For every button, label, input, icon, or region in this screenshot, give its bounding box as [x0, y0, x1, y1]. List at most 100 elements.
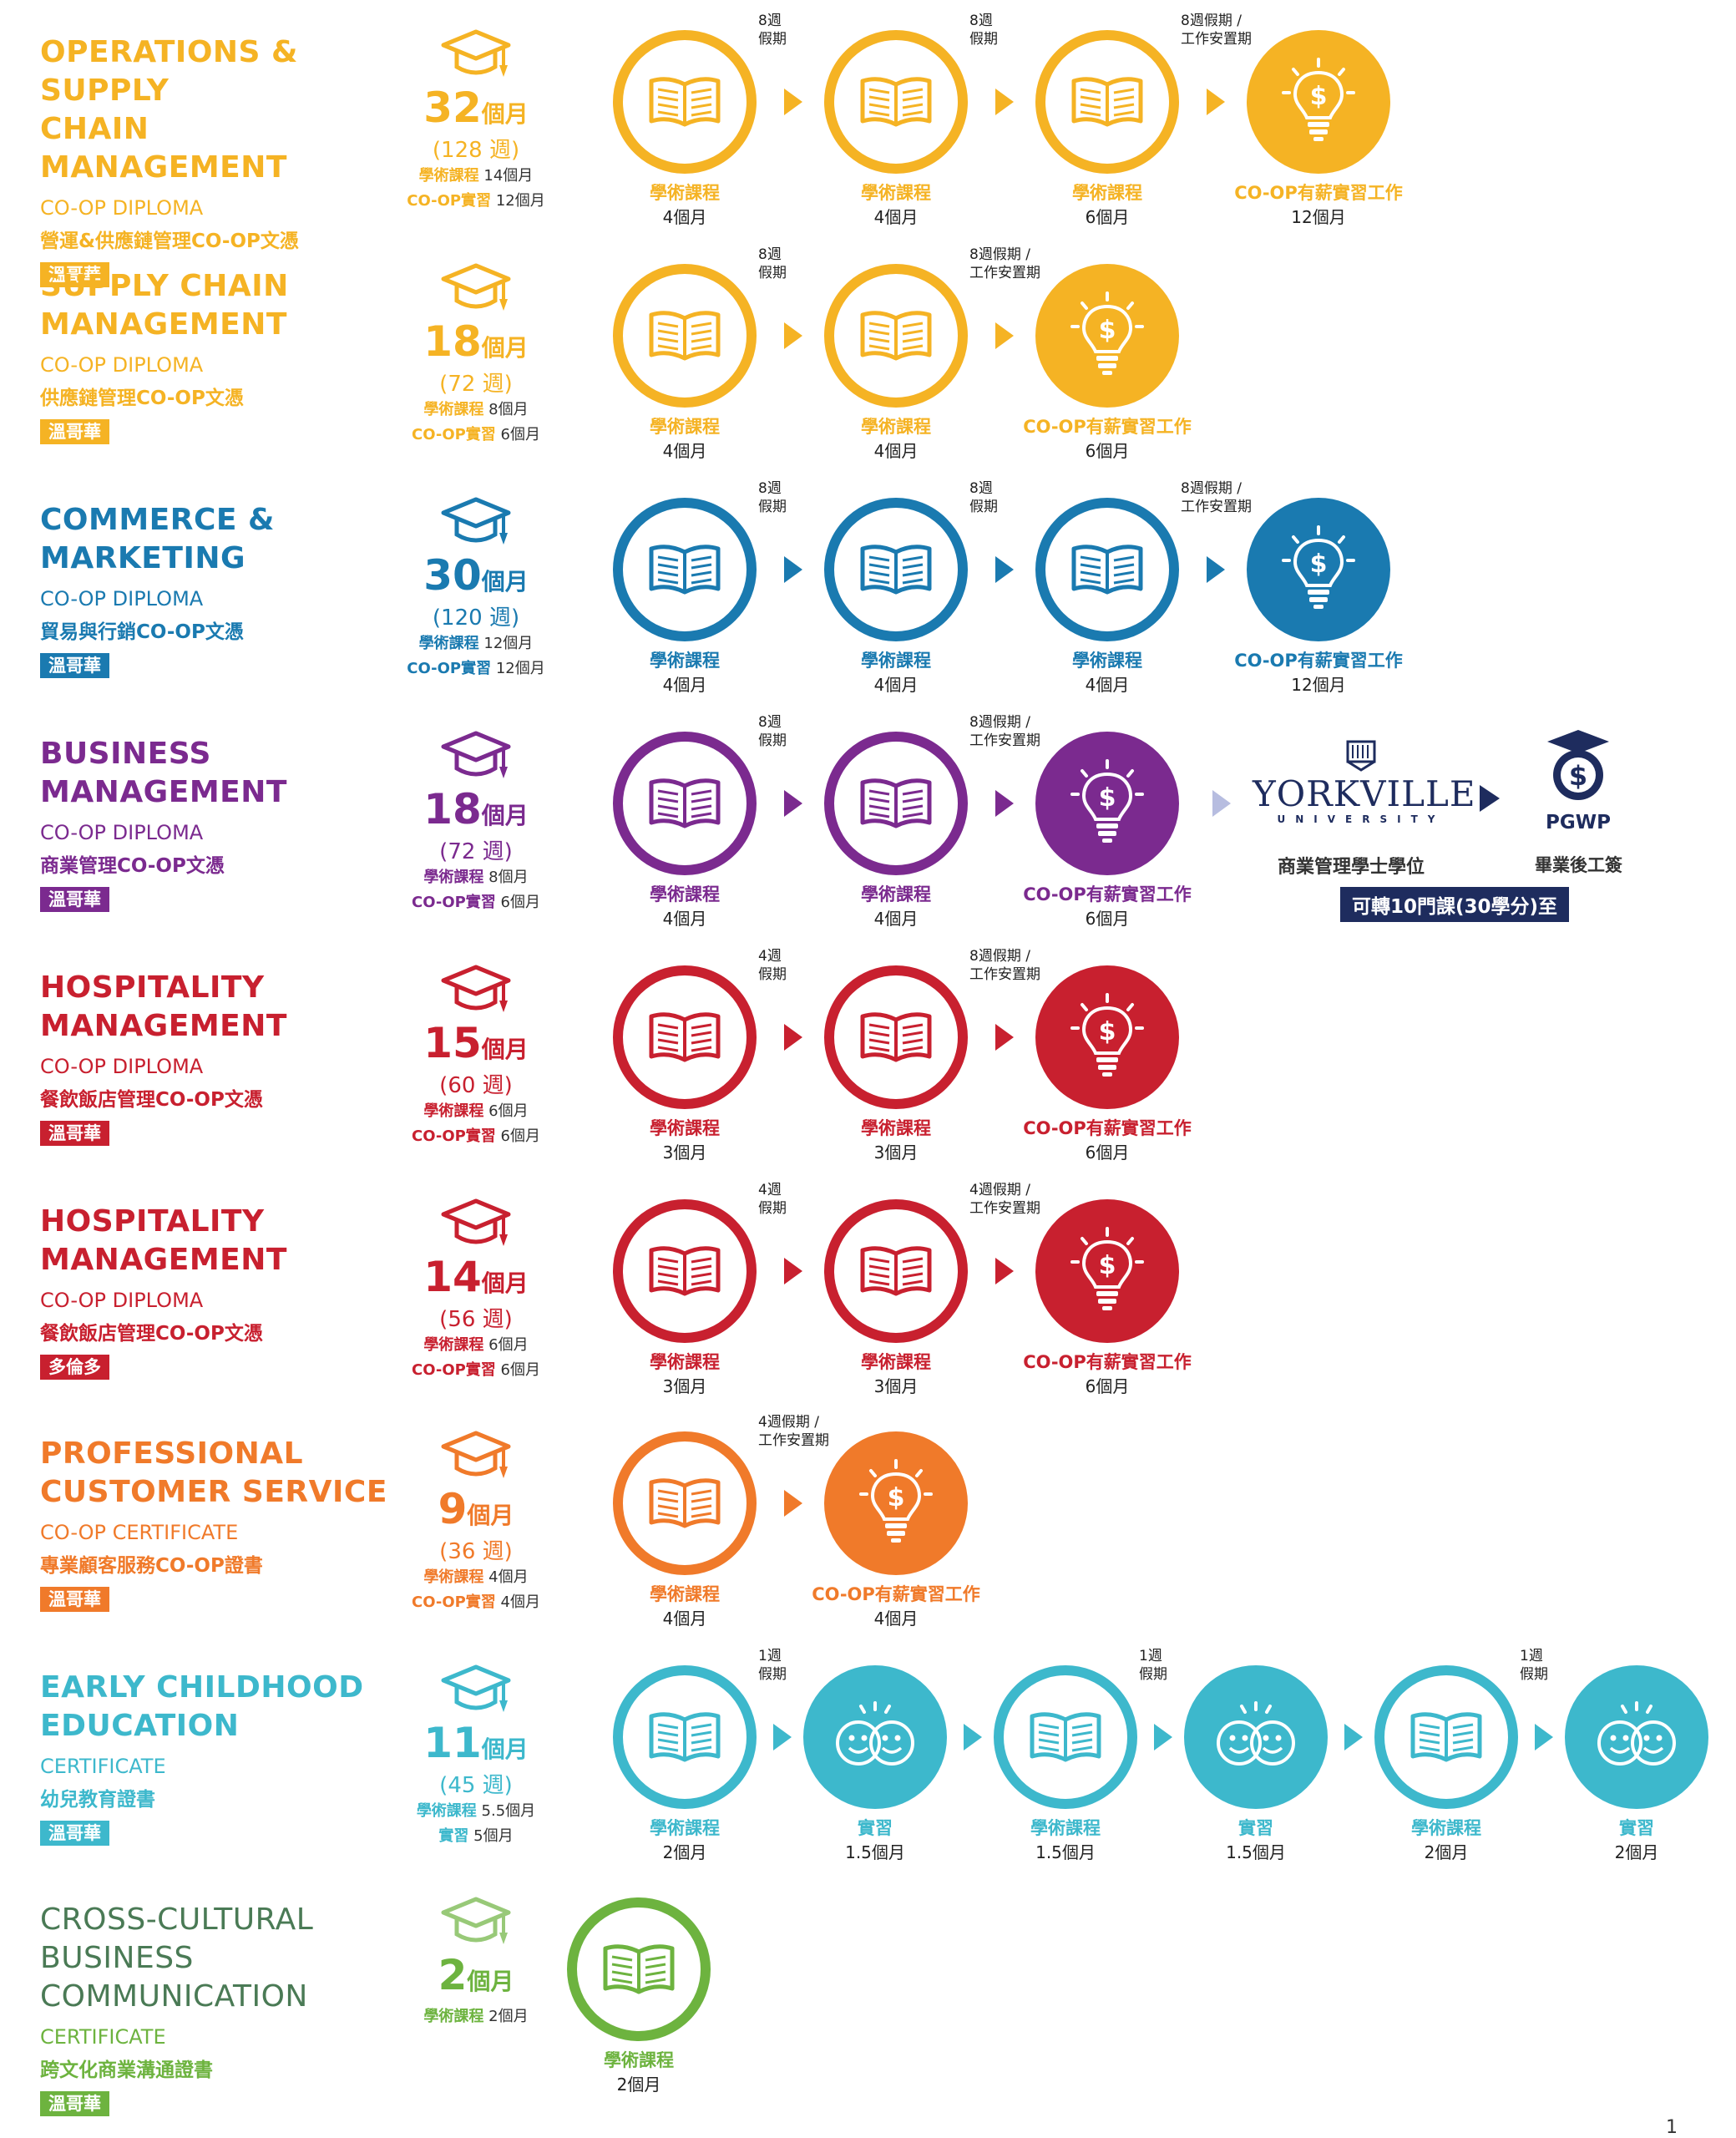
- timeline-step: 學術課程 6個月: [1015, 30, 1199, 229]
- program-duration: 18個月 (72 週) 學術課程 8個月 CO-OP實習 6個月: [372, 728, 580, 915]
- timeline-step: 實習 1.5個月: [1164, 1665, 1348, 1864]
- program-duration: 18個月 (72 週) 學術課程 8個月 CO-OP實習 6個月: [372, 261, 580, 448]
- duration-weeks: (45 週): [439, 1773, 513, 1798]
- program-row: BUSINESS MANAGEMENT CO-OP DIPLOMA 商業管理CO…: [0, 714, 1736, 954]
- book-icon: [860, 311, 932, 361]
- program-row: OPERATIONS & SUPPLY CHAIN MANAGEMENT CO-…: [0, 13, 1736, 287]
- program-type: CO-OP DIPLOMA: [40, 353, 204, 377]
- yorkville-degree: 商業管理學士學位: [1278, 857, 1425, 878]
- duration-unit: 個月: [467, 1502, 514, 1529]
- academic-months: 2個月: [488, 2008, 529, 2025]
- duration-unit: 個月: [481, 802, 529, 829]
- coop-circle: $: [1035, 264, 1179, 408]
- graduation-cap-icon: [441, 29, 511, 77]
- step-label: 學術課程: [861, 1118, 931, 1138]
- program-name: PROFESSIONAL CUSTOMER SERVICE: [40, 1436, 387, 1509]
- step-duration: 4個月: [662, 207, 707, 227]
- academic-circle: [613, 1199, 757, 1343]
- children-faces-icon: [1217, 1701, 1295, 1766]
- step-label: 學術課程: [861, 1352, 931, 1372]
- program-info: HOSPITALITY MANAGEMENT CO-OP DIPLOMA 餐飲飯…: [40, 1203, 391, 1380]
- step-duration: 2個月: [616, 2075, 661, 2095]
- timeline-step: 學術課程 3個月: [593, 1199, 777, 1398]
- program-chinese-name: 供應鏈管理CO-OP文憑: [40, 388, 244, 409]
- step-duration: 12個月: [1291, 675, 1346, 695]
- academic-circle: [613, 264, 757, 408]
- coop-label: CO-OP實習: [412, 426, 496, 443]
- step-label: 學術課程: [650, 651, 720, 671]
- program-name: BUSINESS MANAGEMENT: [40, 737, 287, 809]
- campus-badge: 溫哥華: [40, 262, 109, 287]
- timeline-step: 實習 2個月: [1545, 1665, 1728, 1864]
- duration-number: 18: [423, 785, 482, 833]
- arrow-icon: [1206, 556, 1225, 583]
- book-icon: [649, 1478, 721, 1528]
- step-duration: 6個月: [1085, 1376, 1130, 1396]
- coop-split: CO-OP實習 12個月: [372, 656, 580, 681]
- duration-unit: 個月: [481, 334, 529, 362]
- book-icon: [860, 77, 932, 127]
- break-note: 8週 假期: [758, 13, 787, 48]
- program-chinese-name: 商業管理CO-OP文憑: [40, 855, 225, 877]
- program-duration: 14個月 (56 週) 學術課程 6個月 CO-OP實習 6個月: [372, 1196, 580, 1383]
- timeline-step: 學術課程 3個月: [593, 965, 777, 1164]
- step-duration: 3個月: [873, 1376, 919, 1396]
- program-info: SUPPLY CHAIN MANAGEMENT CO-OP DIPLOMA 供應…: [40, 267, 391, 444]
- coop-label: CO-OP實習: [412, 1127, 496, 1145]
- step-duration: 1.5個月: [1035, 1842, 1096, 1862]
- coop-months: 4個月: [500, 1593, 540, 1611]
- academic-circle: [824, 732, 968, 875]
- arrow-icon: [995, 89, 1014, 115]
- academic-split: 學術課程 6個月: [372, 1099, 580, 1124]
- step-duration: 1.5個月: [1226, 1842, 1286, 1862]
- step-label: 學術課程: [1072, 651, 1142, 671]
- coop-circle: $: [824, 1431, 968, 1575]
- break-note: 1週 假期: [758, 1648, 787, 1683]
- book-icon: [649, 311, 721, 361]
- lightbulb-dollar-icon: $: [1070, 291, 1144, 375]
- svg-text:$: $: [1310, 82, 1328, 111]
- step-duration: 6個月: [1085, 909, 1130, 929]
- coop-circle: $: [1035, 965, 1179, 1109]
- program-info: HOSPITALITY MANAGEMENT CO-OP DIPLOMA 餐飲飯…: [40, 969, 391, 1146]
- program-row: COMMERCE & MARKETING CO-OP DIPLOMA 貿易與行銷…: [0, 480, 1736, 720]
- academic-circle: [613, 732, 757, 875]
- step-label: 學術課程: [1072, 183, 1142, 203]
- arrow-icon: [773, 1724, 792, 1750]
- duration-number: 32: [423, 84, 482, 132]
- academic-label: 學術課程: [418, 167, 479, 185]
- program-chinese-name: 專業顧客服務CO-OP證書: [40, 1555, 263, 1577]
- duration-number: 30: [423, 551, 482, 600]
- yorkville-sub: UNIVERSITY: [1277, 813, 1445, 825]
- program-name: SUPPLY CHAIN MANAGEMENT: [40, 269, 289, 342]
- coop-split: CO-OP實習 6個月: [372, 890, 580, 915]
- svg-text:$: $: [1310, 550, 1328, 579]
- step-duration: 4個月: [873, 441, 919, 461]
- step-label: CO-OP有薪實習工作: [1023, 884, 1192, 904]
- arrow-icon: [995, 790, 1014, 817]
- campus-badge: 溫哥華: [40, 2091, 109, 2116]
- academic-split: 學術課程 8個月: [372, 865, 580, 890]
- children-faces-icon: [1597, 1701, 1676, 1766]
- break-note: 1週 假期: [1139, 1648, 1167, 1683]
- coop-months: 5個月: [473, 1827, 514, 1845]
- break-note: 8週 假期: [758, 714, 787, 749]
- book-icon: [649, 1012, 721, 1062]
- program-info: COMMERCE & MARKETING CO-OP DIPLOMA 貿易與行銷…: [40, 501, 391, 678]
- book-icon: [1030, 1712, 1101, 1762]
- program-duration: 9個月 (36 週) 學術課程 4個月 CO-OP實習 4個月: [372, 1428, 580, 1615]
- program-row: HOSPITALITY MANAGEMENT CO-OP DIPLOMA 餐飲飯…: [0, 948, 1736, 1188]
- coop-label: CO-OP實習: [407, 192, 492, 210]
- book-icon: [649, 1712, 721, 1762]
- program-info: OPERATIONS & SUPPLY CHAIN MANAGEMENT CO-…: [40, 33, 391, 287]
- program-row: HOSPITALITY MANAGEMENT CO-OP DIPLOMA 餐飲飯…: [0, 1182, 1736, 1421]
- program-chinese-name: 餐飲飯店管理CO-OP文憑: [40, 1089, 263, 1111]
- book-icon: [860, 778, 932, 828]
- program-row: SUPPLY CHAIN MANAGEMENT CO-OP DIPLOMA 供應…: [0, 246, 1736, 486]
- coop-circle: $: [1035, 1199, 1179, 1343]
- book-icon: [649, 545, 721, 595]
- duration-unit: 個月: [467, 1968, 514, 1995]
- program-type: CERTIFICATE: [40, 1755, 166, 1778]
- step-label: 實習: [1238, 1818, 1273, 1838]
- program-name: EARLY CHILDHOOD EDUCATION: [40, 1670, 364, 1743]
